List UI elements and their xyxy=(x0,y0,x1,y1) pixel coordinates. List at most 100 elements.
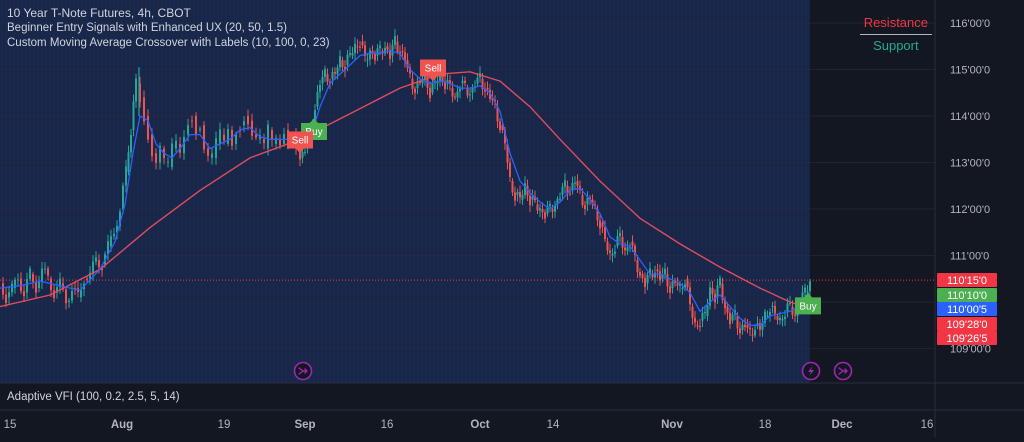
candle-body xyxy=(619,232,621,236)
candle-body xyxy=(122,185,124,209)
x-tick-label: Aug xyxy=(111,419,133,431)
candle-body xyxy=(379,45,381,49)
candle-body xyxy=(744,324,746,328)
x-tick-label: Oct xyxy=(470,419,489,431)
candle-body xyxy=(551,209,554,212)
candle-body xyxy=(674,281,676,284)
candle-body xyxy=(341,60,344,67)
candle-body xyxy=(686,278,689,288)
resistance-label: Resistance xyxy=(859,12,932,35)
candle-body xyxy=(71,291,73,301)
candle-body xyxy=(639,272,641,276)
candle-body xyxy=(191,120,193,122)
split-glyph xyxy=(838,367,848,375)
badge-text: 109'28'0 xyxy=(947,319,988,331)
candle-body xyxy=(235,134,237,144)
candle-body xyxy=(324,68,326,77)
candle-body xyxy=(606,241,609,251)
candle-body xyxy=(167,161,169,163)
candle-body xyxy=(263,139,265,144)
price-axis-badge: 110'15'0 xyxy=(937,273,997,287)
indicator-entry-signals[interactable]: Beginner Entry Signals with Enhanced UX … xyxy=(7,22,287,34)
candle-body xyxy=(38,282,40,289)
candle-body xyxy=(719,278,721,286)
split-event-icon[interactable] xyxy=(833,361,853,381)
candle-body xyxy=(339,56,341,68)
candle-body xyxy=(326,74,329,82)
badge-bg xyxy=(937,317,997,331)
candle-body xyxy=(394,36,396,45)
symbol-title[interactable]: 10 Year T-Note Futures, 4h, CBOT xyxy=(7,6,191,20)
candle-body xyxy=(496,106,499,122)
candle-body xyxy=(696,325,699,327)
candle-body xyxy=(614,251,616,254)
candle-body xyxy=(243,121,245,126)
badge-text: 109'26'5 xyxy=(947,333,988,345)
indicator-ma-crossover[interactable]: Custom Moving Average Crossover with Lab… xyxy=(7,37,330,49)
candle-body xyxy=(441,74,444,82)
candle-body xyxy=(65,289,67,304)
candle-body xyxy=(506,143,509,163)
candle-body xyxy=(471,87,474,93)
candle-body xyxy=(659,271,661,281)
candle-body xyxy=(151,134,153,157)
candle-body xyxy=(641,274,644,278)
lightning-event-icon[interactable] xyxy=(801,361,821,381)
candle-body xyxy=(416,81,419,89)
x-tick-label: 19 xyxy=(218,419,231,431)
x-tick-label: 14 xyxy=(547,419,560,431)
candle-body xyxy=(183,136,185,154)
y-tick-label: 116'00'0 xyxy=(950,18,990,30)
price-axis-badge: 109'26'5 xyxy=(937,331,997,345)
candle-body xyxy=(741,324,744,330)
candle-body xyxy=(279,139,281,146)
candle-body xyxy=(419,81,421,83)
candle-body xyxy=(739,328,741,334)
x-tick-label: Sep xyxy=(294,419,315,431)
slow-ma-line xyxy=(0,71,811,309)
badge-text: 110'15'0 xyxy=(947,275,987,287)
candle-body xyxy=(135,78,137,102)
candle-body xyxy=(41,268,43,283)
candle-body xyxy=(444,81,446,89)
candle-body xyxy=(789,302,791,304)
candle-body xyxy=(806,291,809,293)
candle-body xyxy=(147,116,149,140)
candle-body xyxy=(130,134,132,153)
candle-body xyxy=(316,91,319,107)
lightning-glyph xyxy=(808,366,814,376)
candle-body xyxy=(446,80,449,84)
candle-body xyxy=(116,226,118,233)
candle-body xyxy=(694,317,696,323)
candle-body xyxy=(794,314,796,316)
candle-body xyxy=(203,125,205,150)
candle-body xyxy=(604,226,606,240)
sell-signal-label: Sell xyxy=(420,59,446,82)
candle-body xyxy=(304,151,306,153)
candle-body xyxy=(504,130,506,144)
candle-body xyxy=(331,71,334,79)
candle-body xyxy=(376,48,379,56)
candle-body xyxy=(92,261,94,275)
candle-body xyxy=(531,196,534,200)
candle-body xyxy=(786,303,789,312)
candle-body xyxy=(631,241,634,246)
split-event-icon[interactable] xyxy=(293,361,313,381)
label-text: Sell xyxy=(292,136,309,147)
vfi-pane-label[interactable]: Adaptive VFI (100, 0.2, 2.5, 5, 14) xyxy=(7,391,180,403)
candle-body xyxy=(776,315,779,321)
candle-body xyxy=(779,317,781,321)
candle-body xyxy=(481,78,484,90)
label-shape xyxy=(287,131,313,154)
candle-body xyxy=(369,50,371,60)
candle-body xyxy=(386,46,389,50)
candle-body xyxy=(749,327,751,330)
candle-body xyxy=(374,54,376,61)
candle-body xyxy=(809,281,811,292)
candle-body xyxy=(691,306,694,318)
candle-body xyxy=(626,247,629,251)
x-tick-label: 16 xyxy=(381,419,394,431)
candle-body xyxy=(361,41,364,46)
